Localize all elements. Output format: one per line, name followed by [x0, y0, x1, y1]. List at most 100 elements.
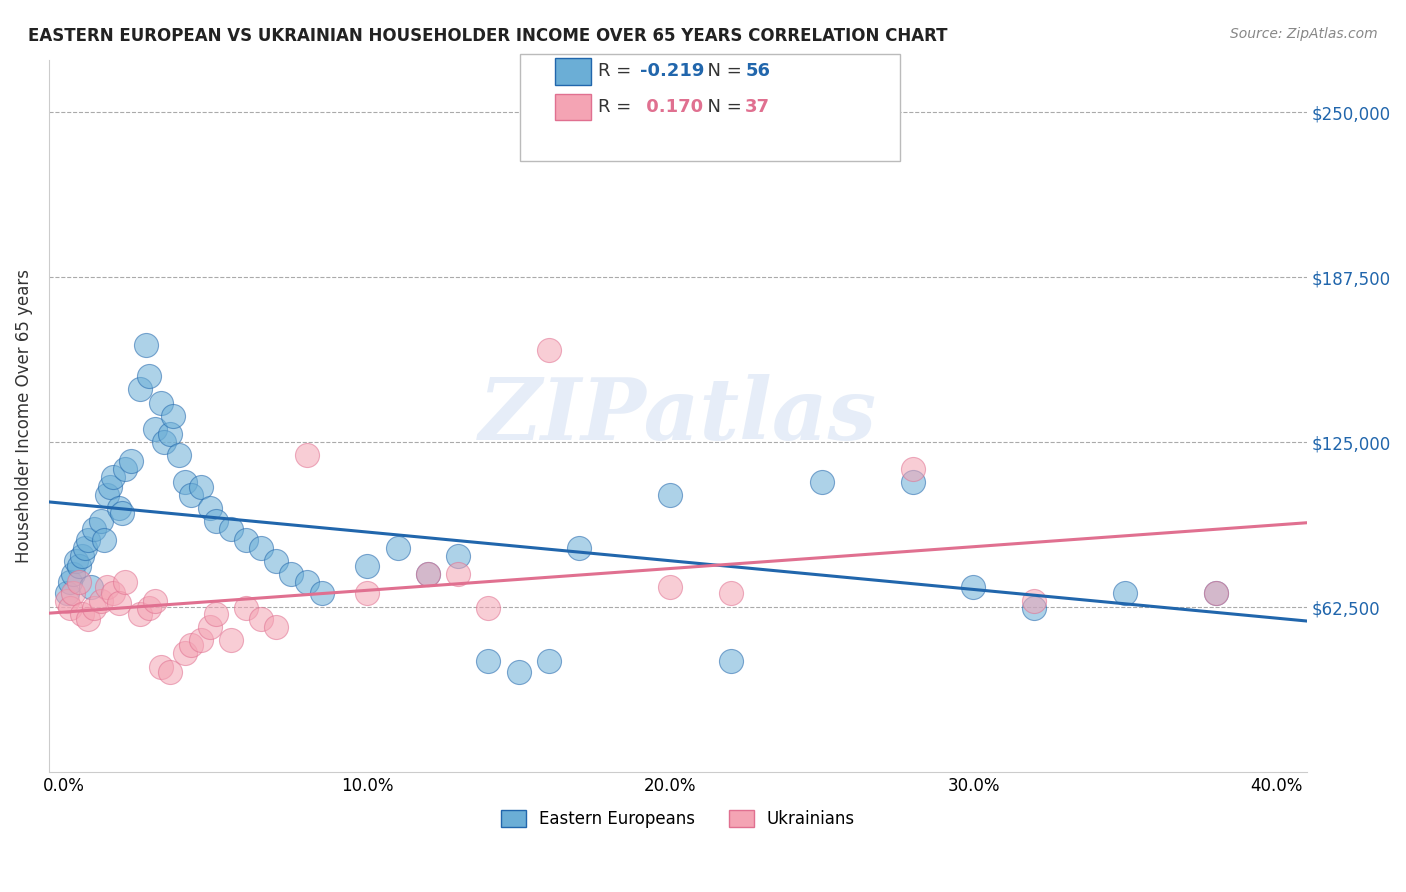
Point	[538, 343, 561, 357]
Point	[59, 575, 82, 590]
Point	[75, 541, 97, 555]
Point	[107, 501, 129, 516]
Text: 37: 37	[745, 98, 770, 116]
Point	[72, 607, 94, 621]
Point	[101, 585, 124, 599]
Text: N =: N =	[696, 98, 748, 116]
Point	[67, 575, 90, 590]
Point	[204, 607, 226, 621]
Point	[266, 620, 288, 634]
Point	[720, 654, 742, 668]
Point	[162, 409, 184, 423]
Point	[901, 461, 924, 475]
Point	[250, 612, 273, 626]
Point	[80, 580, 103, 594]
Point	[811, 475, 834, 489]
Point	[150, 395, 173, 409]
Point	[174, 475, 197, 489]
Point	[901, 475, 924, 489]
Point	[235, 533, 257, 547]
Text: EASTERN EUROPEAN VS UKRAINIAN HOUSEHOLDER INCOME OVER 65 YEARS CORRELATION CHART: EASTERN EUROPEAN VS UKRAINIAN HOUSEHOLDE…	[28, 27, 948, 45]
Point	[477, 601, 499, 615]
Text: 0.170: 0.170	[640, 98, 703, 116]
Point	[219, 522, 242, 536]
Point	[59, 601, 82, 615]
Point	[190, 480, 212, 494]
Text: Source: ZipAtlas.com: Source: ZipAtlas.com	[1230, 27, 1378, 41]
Point	[198, 620, 221, 634]
Point	[387, 541, 409, 555]
Point	[114, 461, 136, 475]
Point	[416, 567, 439, 582]
Point	[153, 435, 176, 450]
Point	[89, 593, 111, 607]
Point	[1205, 585, 1227, 599]
Point	[568, 541, 591, 555]
Point	[250, 541, 273, 555]
Point	[204, 514, 226, 528]
Point	[190, 633, 212, 648]
Point	[89, 514, 111, 528]
Text: R =: R =	[598, 62, 637, 80]
Point	[962, 580, 984, 594]
Point	[198, 501, 221, 516]
Point	[219, 633, 242, 648]
Point	[508, 665, 530, 679]
Text: -0.219: -0.219	[640, 62, 704, 80]
Point	[135, 337, 157, 351]
Point	[356, 559, 378, 574]
Point	[356, 585, 378, 599]
Point	[83, 522, 105, 536]
Point	[447, 567, 470, 582]
Point	[65, 554, 87, 568]
Point	[1205, 585, 1227, 599]
Point	[96, 488, 118, 502]
Point	[311, 585, 333, 599]
Point	[235, 601, 257, 615]
Point	[659, 488, 682, 502]
Point	[180, 488, 202, 502]
Point	[1022, 601, 1045, 615]
Text: R =: R =	[598, 98, 637, 116]
Point	[96, 580, 118, 594]
Point	[159, 665, 181, 679]
Point	[129, 383, 152, 397]
Point	[477, 654, 499, 668]
Point	[129, 607, 152, 621]
Point	[138, 601, 160, 615]
Point	[538, 654, 561, 668]
Point	[266, 554, 288, 568]
Point	[169, 449, 191, 463]
Point	[1114, 585, 1136, 599]
Point	[93, 533, 115, 547]
Point	[56, 593, 79, 607]
Point	[659, 580, 682, 594]
Point	[56, 585, 79, 599]
Point	[120, 453, 142, 467]
Point	[150, 659, 173, 673]
Point	[98, 480, 121, 494]
Point	[720, 585, 742, 599]
Point	[159, 427, 181, 442]
Point	[83, 601, 105, 615]
Point	[62, 585, 84, 599]
Point	[143, 593, 166, 607]
Point	[138, 369, 160, 384]
Point	[143, 422, 166, 436]
Point	[180, 639, 202, 653]
Point	[280, 567, 302, 582]
Point	[416, 567, 439, 582]
Y-axis label: Householder Income Over 65 years: Householder Income Over 65 years	[15, 268, 32, 563]
Text: N =: N =	[696, 62, 748, 80]
Point	[107, 596, 129, 610]
Point	[1022, 593, 1045, 607]
Point	[62, 567, 84, 582]
Text: 56: 56	[745, 62, 770, 80]
Point	[295, 575, 318, 590]
Point	[101, 469, 124, 483]
Point	[111, 507, 134, 521]
Point	[295, 449, 318, 463]
Point	[77, 612, 100, 626]
Point	[67, 559, 90, 574]
Point	[114, 575, 136, 590]
